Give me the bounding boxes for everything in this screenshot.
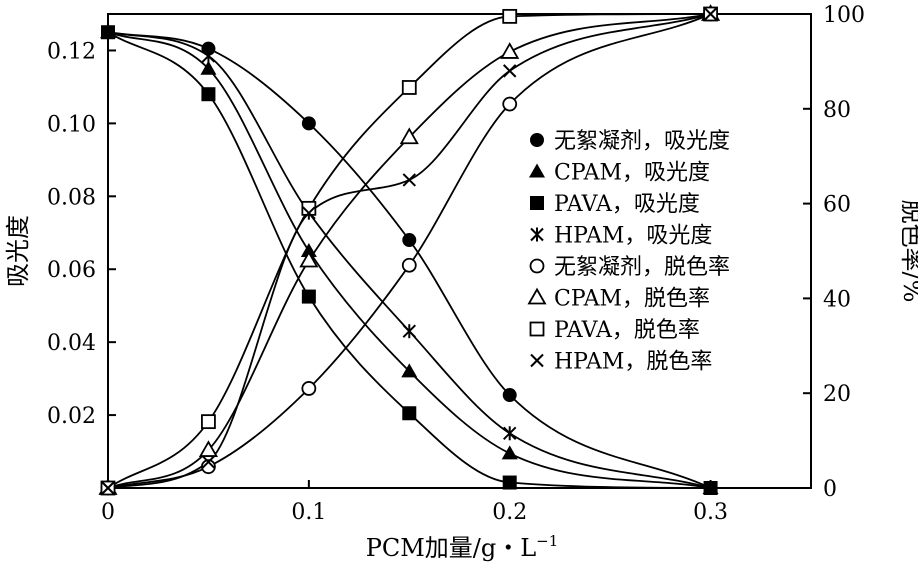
marker-cross xyxy=(703,7,718,21)
marker-filled-triangle xyxy=(529,163,545,178)
legend-item: 无絮凝剂，脱色率 xyxy=(529,255,730,280)
marker-filled-square xyxy=(201,87,216,102)
legend-item: PAVA，吸光度 xyxy=(530,192,700,217)
legend-item: HPAM，脱色率 xyxy=(530,350,712,375)
marker-filled-square xyxy=(502,475,517,490)
y-left-tick-label: 0.10 xyxy=(47,112,96,137)
marker-open-circle xyxy=(201,459,216,475)
legend-label: CPAM，吸光度 xyxy=(554,161,710,186)
marker-open-square xyxy=(301,200,317,216)
legend-label: 无絮凝剂，脱色率 xyxy=(554,255,730,280)
marker-filled-triangle xyxy=(200,60,217,75)
marker-cross xyxy=(201,455,216,469)
marker-open-circle xyxy=(502,96,518,112)
marker-cross xyxy=(530,353,544,368)
legend-label: PAVA，脱色率 xyxy=(554,318,700,343)
legend-item: 无絮凝剂，吸光度 xyxy=(530,129,730,154)
marker-filled-triangle xyxy=(501,445,518,460)
y-left-axis-title: 吸光度 xyxy=(4,215,32,287)
marker-open-square xyxy=(201,414,216,430)
legend-item: CPAM，脱色率 xyxy=(527,287,710,312)
marker-filled-circle xyxy=(301,116,316,131)
y-right-tick-label: 60 xyxy=(823,193,851,218)
marker-open-triangle xyxy=(299,250,319,268)
marker-open-triangle xyxy=(198,440,218,457)
marker-filled-square xyxy=(301,289,316,304)
y-left-tick-label: 0.12 xyxy=(47,39,96,64)
y-right-axis-title: 脱色率/% xyxy=(898,200,918,303)
x-tick-label: 0.1 xyxy=(291,500,326,525)
marker-open-circle xyxy=(529,258,545,274)
marker-asterisk xyxy=(101,25,115,40)
marker-asterisk xyxy=(503,426,517,441)
marker-cross xyxy=(101,481,115,495)
marker-open-triangle xyxy=(527,287,547,305)
marker-cross xyxy=(503,64,517,78)
y-right-tick-label: 80 xyxy=(823,98,851,123)
x-axis-title: PCM加量/g・L−1 xyxy=(366,532,559,562)
x-tick-label: 0.2 xyxy=(492,500,527,525)
y-left-tick-label: 0.04 xyxy=(47,331,96,356)
marker-open-square xyxy=(529,321,545,337)
y-left-tick-label: 0.08 xyxy=(47,185,96,210)
y-left-tick-label: 0.06 xyxy=(47,258,96,283)
y-right-tick-label: 20 xyxy=(823,382,851,407)
x-tick-label: 0.3 xyxy=(693,500,728,525)
legend-label: CPAM，脱色率 xyxy=(554,287,710,312)
marker-filled-square xyxy=(402,406,417,421)
marker-asterisk xyxy=(703,481,718,495)
x-axis-title-sup: −1 xyxy=(536,532,558,550)
legend-item: CPAM，吸光度 xyxy=(529,161,710,186)
marker-open-square xyxy=(401,80,417,95)
legend-item: PAVA，脱色率 xyxy=(529,318,700,343)
legend-item: HPAM，吸光度 xyxy=(530,224,712,249)
marker-open-triangle xyxy=(399,127,419,145)
legend-label: HPAM，脱色率 xyxy=(554,350,712,375)
y-right-tick-label: 100 xyxy=(823,3,865,28)
marker-cross xyxy=(302,206,316,220)
marker-open-square xyxy=(502,8,518,24)
marker-filled-triangle xyxy=(401,363,418,378)
x-axis-title-main: PCM加量/g・L xyxy=(366,534,537,562)
x-tick-label: 0 xyxy=(101,500,115,525)
marker-filled-circle xyxy=(502,388,517,403)
marker-asterisk xyxy=(402,324,416,339)
legend: 无絮凝剂，吸光度 CPAM，吸光度 PAVA，吸光度 HPAM，吸光度无絮凝剂，脱色率… xyxy=(527,129,730,375)
plot-frame xyxy=(107,13,812,489)
marker-open-triangle xyxy=(500,42,520,59)
marker-filled-square xyxy=(530,196,544,210)
marker-filled-circle xyxy=(402,233,417,248)
marker-asterisk xyxy=(201,48,216,63)
marker-asterisk xyxy=(530,227,544,242)
legend-label: PAVA，吸光度 xyxy=(554,192,700,217)
legend-label: 无絮凝剂，吸光度 xyxy=(554,129,730,154)
y-right-tick-label: 40 xyxy=(823,287,851,312)
data-markers xyxy=(98,4,721,496)
legend-label: HPAM，吸光度 xyxy=(554,224,712,249)
axis-ticks: 0 0.1 0.2 0.3 0.02 0.04 0.06 0.08 0.10 0.12 0 20 40 6… xyxy=(47,3,865,525)
marker-open-circle xyxy=(301,381,317,396)
marker-filled-triangle xyxy=(300,243,317,257)
marker-open-circle xyxy=(401,257,417,273)
y-right-tick-label: 0 xyxy=(823,477,837,502)
marker-cross xyxy=(402,173,416,187)
marker-filled-circle xyxy=(530,133,544,147)
y-left-tick-label: 0.02 xyxy=(47,404,96,429)
